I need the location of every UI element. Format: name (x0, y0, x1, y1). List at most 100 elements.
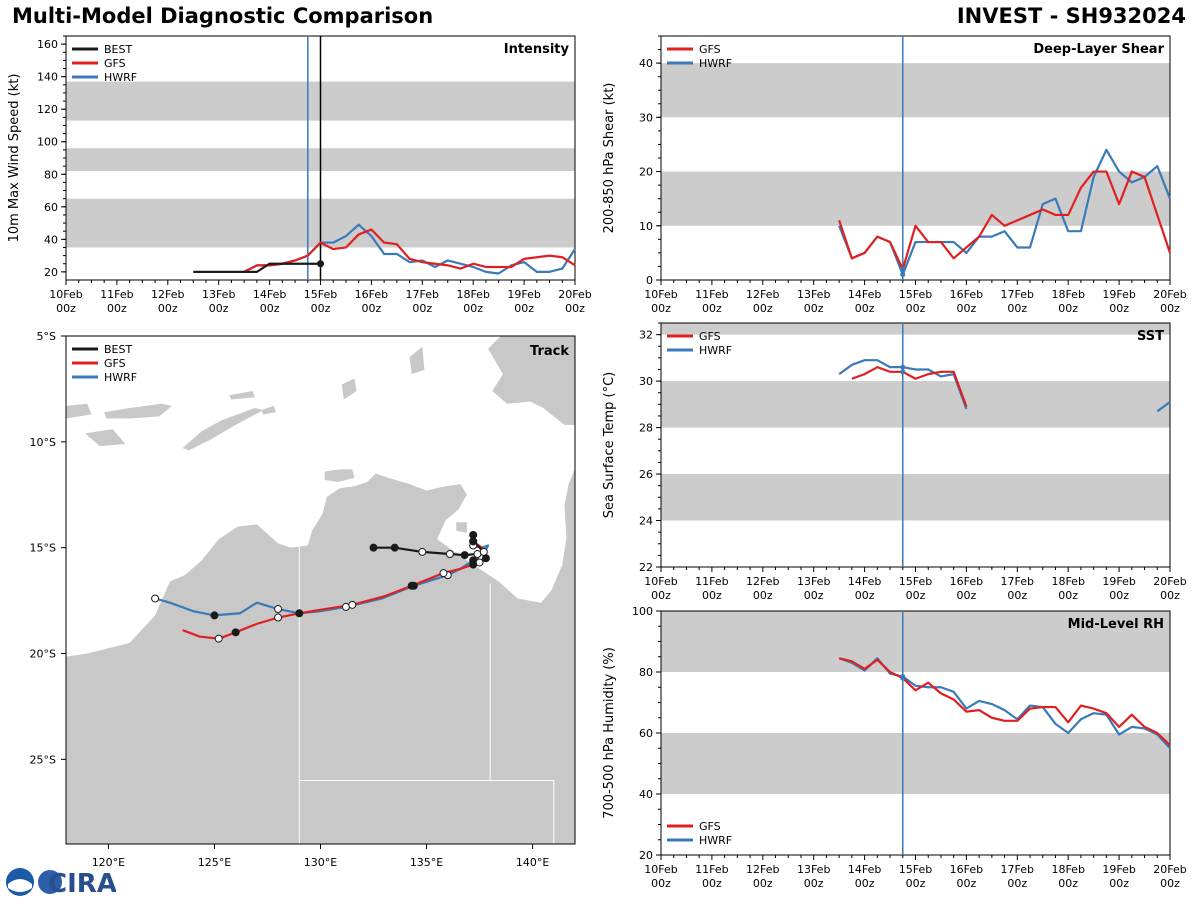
legend-label-hwrf: HWRF (699, 57, 732, 70)
x-tick-label-day: 10Feb (644, 575, 677, 588)
x-tick-label-day: 15Feb (899, 863, 932, 876)
track-point-gfs (295, 609, 304, 618)
x-tick-label-hour: 00z (906, 877, 926, 890)
x-tick-label-hour: 00z (514, 302, 534, 315)
legend-label-gfs: GFS (699, 330, 721, 343)
y-tick-label: 100 (632, 605, 653, 618)
x-tick-label-day: 20Feb (1153, 288, 1186, 301)
x-tick-label-hour: 00z (1109, 877, 1129, 890)
x-tick-label-hour: 00z (362, 302, 382, 315)
lat-tick-label: 5°S (37, 330, 56, 343)
shaded-band (661, 381, 1170, 428)
x-tick-label-day: 13Feb (797, 575, 830, 588)
small-island (261, 405, 276, 415)
y-tick-label: 24 (639, 515, 653, 528)
x-tick-label-hour: 00z (1007, 589, 1027, 602)
lat-tick-label: 20°S (30, 648, 56, 661)
legend-label-best: BEST (104, 43, 132, 56)
x-tick-label-day: 14Feb (848, 288, 881, 301)
page-title: Multi-Model Diagnostic Comparison (12, 4, 434, 28)
series-line-hwrf-late (1156, 401, 1171, 413)
x-tick-label-day: 12Feb (151, 288, 184, 301)
lat-tick-label: 25°S (30, 753, 56, 766)
x-tick-label-day: 13Feb (797, 863, 830, 876)
track-point-best (418, 547, 427, 556)
x-tick-label-day: 16Feb (950, 575, 983, 588)
x-tick-label-hour: 00z (957, 877, 977, 890)
series-line-gfs (838, 657, 1171, 746)
x-tick-label-day: 17Feb (1001, 863, 1034, 876)
y-tick-label: 60 (44, 201, 58, 214)
x-tick-label-day: 12Feb (746, 863, 779, 876)
cira-globe-icon (38, 870, 62, 894)
x-tick-label-hour: 00z (753, 302, 773, 315)
shaded-band (661, 323, 1170, 335)
x-tick-label-day: 16Feb (950, 863, 983, 876)
x-tick-label-day: 10Feb (644, 288, 677, 301)
x-tick-label-day: 20Feb (1153, 575, 1186, 588)
legend-label-gfs: GFS (699, 820, 721, 833)
legend-label-hwrf: HWRF (104, 371, 137, 384)
y-tick-label: 100 (37, 136, 58, 149)
australia-land (66, 468, 575, 844)
x-tick-label-day: 12Feb (746, 575, 779, 588)
x-tick-label-day: 20Feb (1153, 863, 1186, 876)
x-tick-label-day: 17Feb (406, 288, 439, 301)
x-tick-label-day: 13Feb (202, 288, 235, 301)
x-tick-label-hour: 00z (1160, 589, 1180, 602)
new-guinea-land (488, 336, 575, 425)
x-tick-label-hour: 00z (565, 302, 585, 315)
series-line-gfs (243, 228, 576, 273)
y-tick-label: 40 (44, 233, 58, 246)
x-tick-label-hour: 00z (311, 302, 331, 315)
track-point-best (390, 543, 399, 552)
flores-island (104, 403, 173, 419)
lon-tick-label: 140°E (516, 856, 549, 869)
x-tick-label-hour: 00z (1160, 877, 1180, 890)
x-tick-label-day: 11Feb (695, 288, 728, 301)
track-point-gfs (231, 628, 240, 637)
track-point-gfs (469, 560, 478, 569)
y-tick-label: 20 (639, 166, 653, 179)
x-tick-label-hour: 00z (855, 302, 875, 315)
y-tick-label: 80 (639, 666, 653, 679)
series-line-gfs (838, 170, 1172, 271)
shaded-band (661, 733, 1170, 794)
x-tick-label-day: 15Feb (899, 288, 932, 301)
x-tick-label-day: 20Feb (558, 288, 591, 301)
lon-tick-label: 130°E (304, 856, 337, 869)
track-point-gfs (407, 581, 416, 590)
track-point-best (445, 550, 454, 559)
y-tick-label: 30 (639, 111, 653, 124)
x-tick-label-hour: 00z (804, 589, 824, 602)
lat-tick-label: 10°S (30, 436, 56, 449)
panel-title: Mid-Level RH (1068, 617, 1164, 632)
x-tick-label-day: 19Feb (1102, 863, 1135, 876)
shaded-band (661, 63, 1170, 118)
y-tick-label: 28 (639, 422, 653, 435)
y-axis-label: 200-850 hPa Shear (kt) (602, 83, 617, 234)
y-tick-label: 40 (639, 788, 653, 801)
lon-tick-label: 125°E (198, 856, 231, 869)
x-tick-label-day: 12Feb (746, 288, 779, 301)
x-tick-label-hour: 00z (702, 302, 722, 315)
chart-panel-shear: 01020304010Feb00z11Feb00z12Feb00z13Feb00… (602, 35, 1187, 315)
panel-title: Deep-Layer Shear (1033, 42, 1164, 57)
x-tick-label-day: 14Feb (848, 863, 881, 876)
x-tick-label-hour: 00z (906, 589, 926, 602)
track-point-hwrf (210, 611, 219, 620)
x-tick-label-hour: 00z (753, 589, 773, 602)
x-tick-label-hour: 00z (412, 302, 432, 315)
x-tick-label-hour: 00z (1007, 877, 1027, 890)
wetar-island (229, 391, 255, 400)
x-tick-label-day: 15Feb (304, 288, 337, 301)
y-tick-label: 20 (639, 849, 653, 862)
panel-title: SST (1137, 329, 1164, 344)
track-point-hwrf (151, 594, 160, 603)
x-tick-label-day: 14Feb (253, 288, 286, 301)
x-tick-label-day: 11Feb (695, 575, 728, 588)
x-tick-label-hour: 00z (1058, 302, 1078, 315)
x-tick-label-hour: 00z (1058, 877, 1078, 890)
x-tick-label-day: 18Feb (456, 288, 489, 301)
